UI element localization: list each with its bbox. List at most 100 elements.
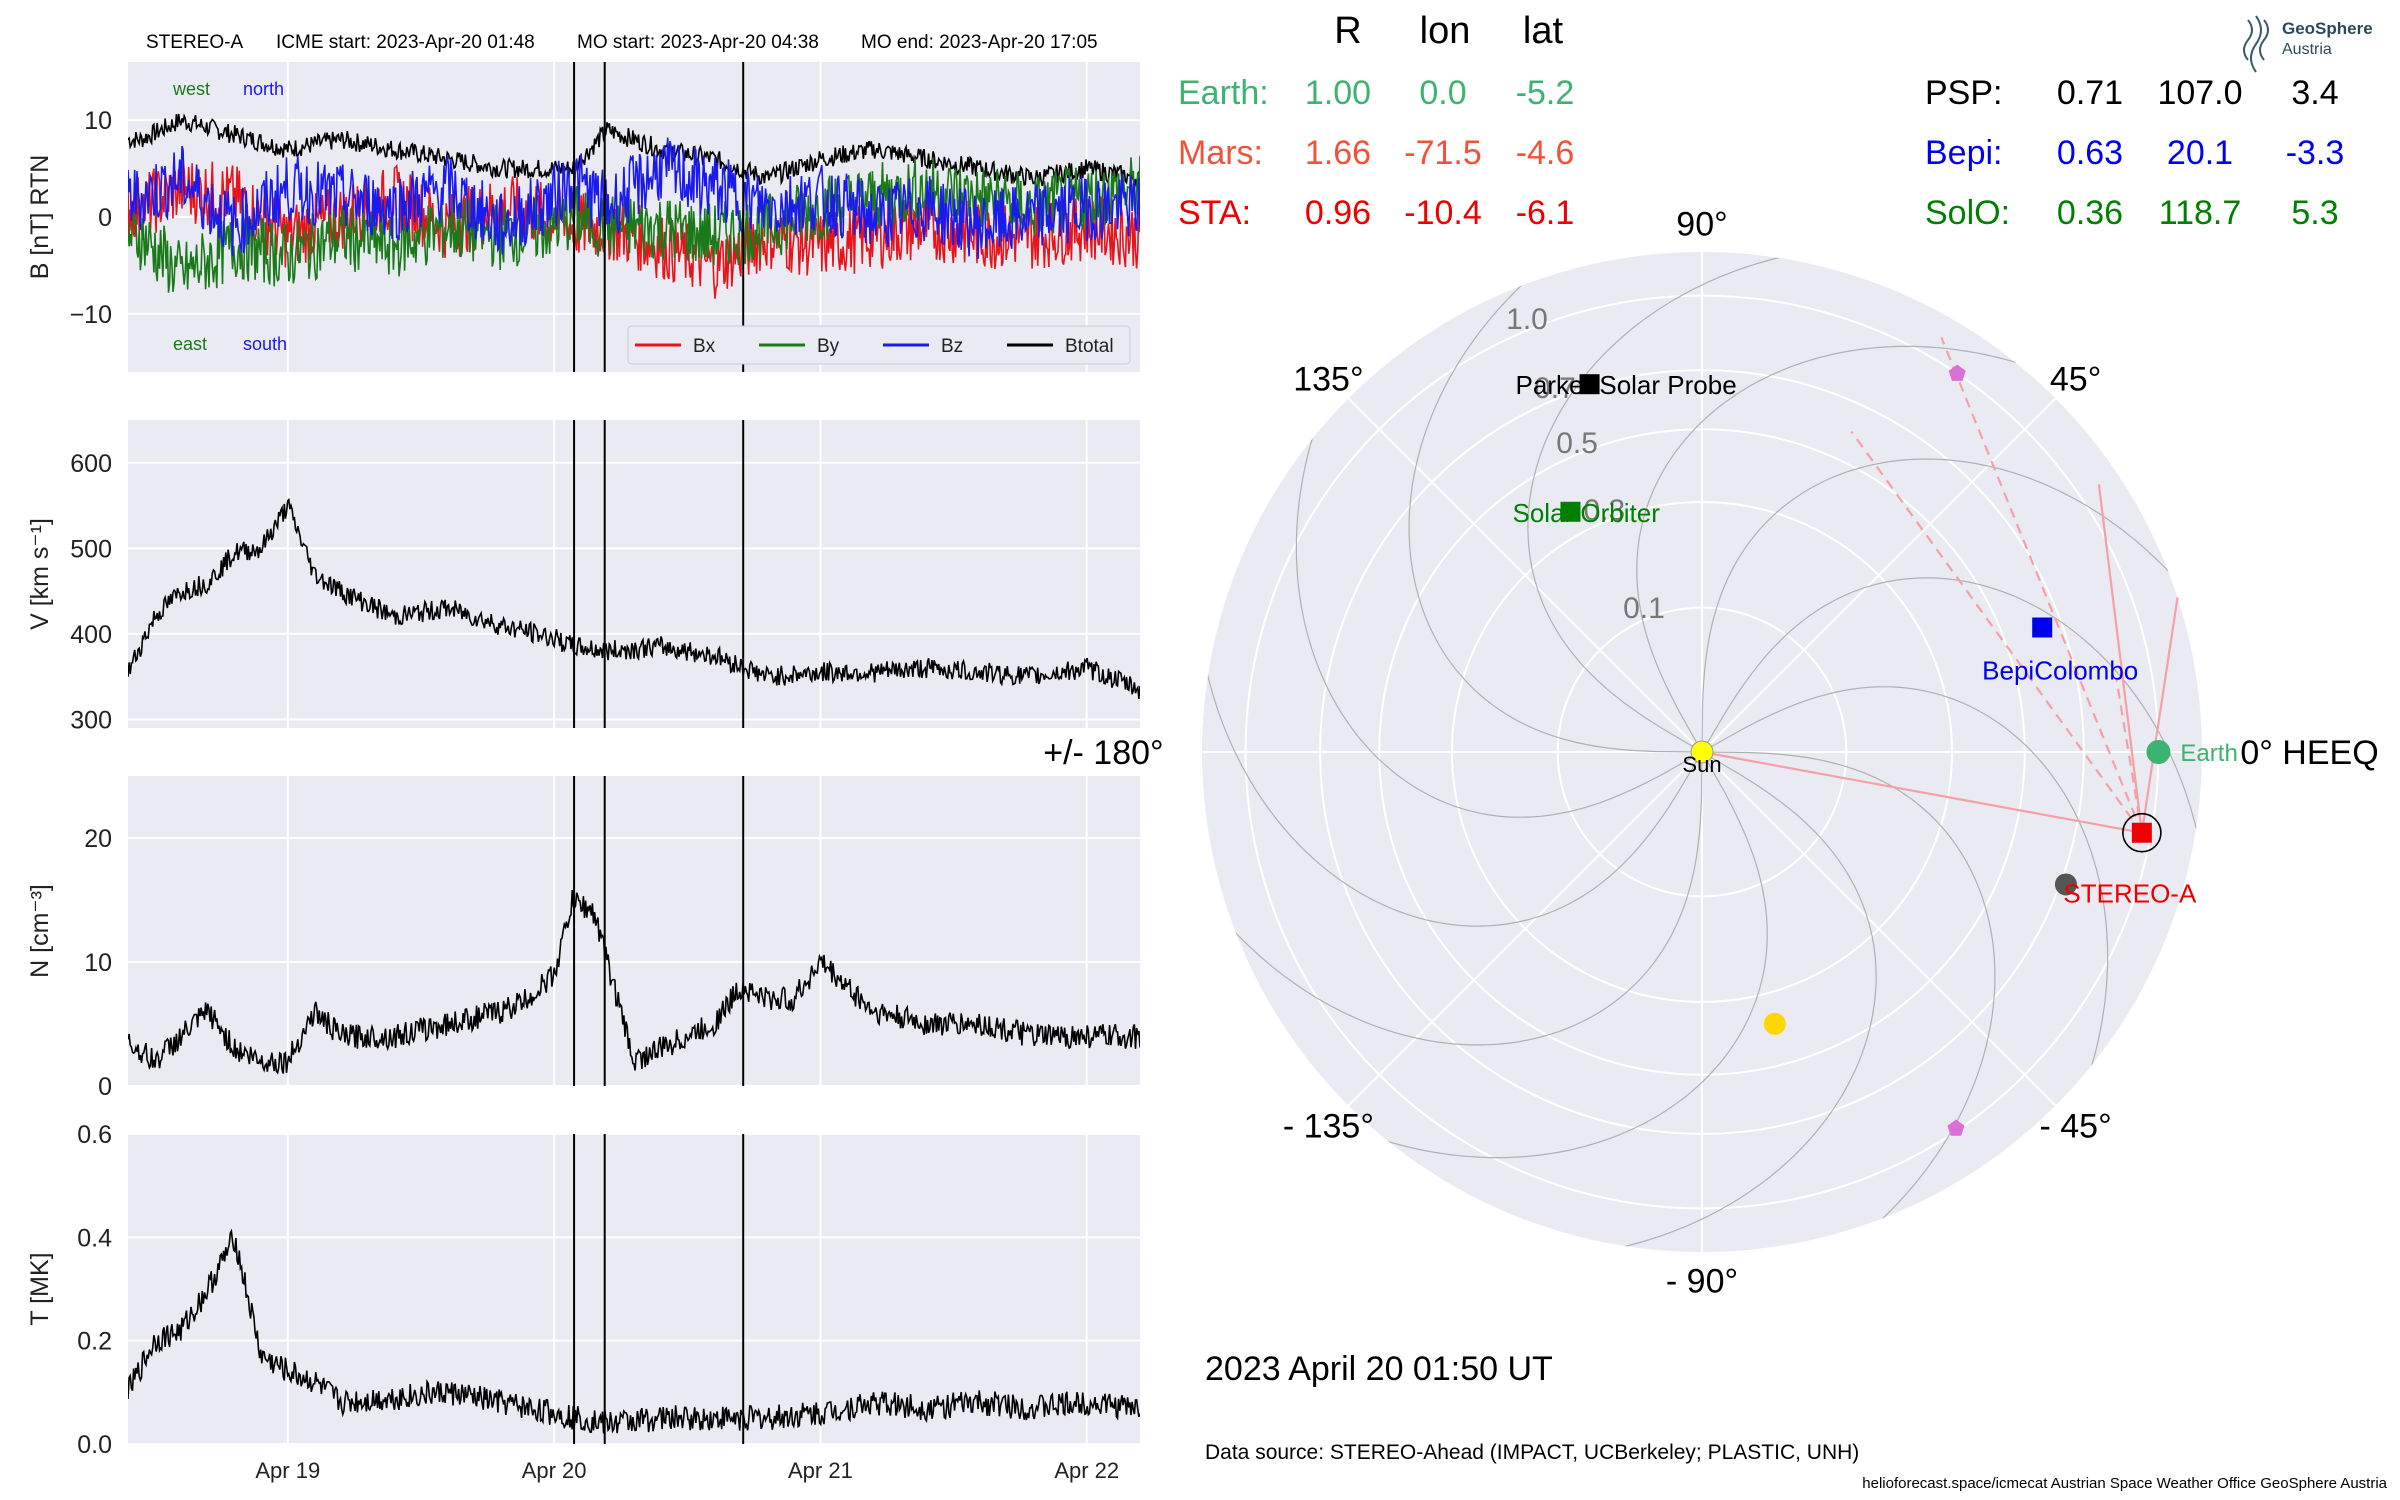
x-tick-label: Apr 20: [522, 1458, 587, 1483]
earth-marker: [2146, 740, 2171, 764]
y-tick-label: 10: [84, 107, 112, 135]
table-lat: -5.2: [1516, 74, 1575, 112]
y-tick-label: 0: [98, 204, 112, 232]
table-header: lat: [1523, 10, 1564, 52]
stereo-a-marker: [2131, 822, 2152, 843]
panel-background: [128, 1134, 1140, 1444]
parker-spiral-line: [1202, 649, 1703, 927]
parker-spiral-line: [1527, 252, 1805, 753]
table-r: 0.96: [1305, 194, 1371, 232]
angle-tick-label: - 90°: [1666, 1262, 1738, 1300]
radial-tick-label: 1.0: [1506, 303, 1548, 336]
table-lon: 0.0: [1419, 74, 1466, 112]
logo-swirl-icon: [2243, 15, 2269, 73]
sun-marker: [1690, 740, 1714, 764]
y-axis-label: N [cm⁻³]: [26, 884, 54, 978]
temperature-panel: 0.6 0.4 0.2 0.0 T [MK] Apr 19 Apr 20 Apr 21 Apr …: [26, 1121, 1140, 1483]
parker-spiral-line: [1295, 412, 1703, 818]
parker-spiral-line: [1408, 267, 1703, 753]
table-name: PSP:: [1925, 74, 2002, 112]
header-mo-start: MO start: 2023-Apr-20 04:38: [577, 32, 819, 53]
table-lon: -10.4: [1404, 194, 1482, 232]
y-tick-label: 0.0: [77, 1431, 112, 1459]
sun-label: Sun: [1682, 752, 1721, 777]
sta-fov-line: [1940, 337, 2143, 834]
series-v-line: [128, 498, 1140, 699]
annotation-east: east: [173, 334, 207, 354]
logo-line1: GeoSphere: [2282, 19, 2373, 38]
legend-label: Btotal: [1065, 336, 1114, 357]
table-name: Mars:: [1178, 134, 1263, 172]
angular-gridline: [1347, 751, 1703, 1107]
table-header: lon: [1420, 10, 1471, 52]
table-lat: 3.4: [2291, 74, 2338, 112]
table-lat: -4.6: [1516, 134, 1575, 172]
parker-spiral-line: [1362, 751, 1768, 1159]
density-panel: 20 10 0 N [cm⁻³]: [26, 776, 1140, 1101]
sta-sun-line: [1701, 750, 2143, 834]
series-bz-line: [128, 137, 1140, 259]
table-name: Earth:: [1178, 74, 1269, 112]
y-tick-label: 0: [98, 1073, 112, 1101]
y-axis-label: V [km s⁻¹]: [26, 518, 54, 630]
stereo-a-ring: [2122, 812, 2162, 853]
x-tick-label: Apr 21: [788, 1458, 853, 1483]
sta-fov-line: [2140, 597, 2179, 833]
table-name: SolO:: [1925, 194, 2010, 232]
logo-line2: Austria: [2282, 41, 2332, 58]
y-tick-label: 20: [84, 825, 112, 853]
series-n-line: [128, 889, 1140, 1075]
y-tick-label: 500: [70, 535, 112, 563]
venus-marker: [2054, 873, 2077, 896]
radial-tick-label: 0.1: [1623, 592, 1665, 625]
table-lon: 107.0: [2157, 74, 2242, 112]
table-r: 0.36: [2057, 194, 2123, 232]
bepicolombo-label: BepiColombo: [1982, 655, 2138, 685]
data-source: Data source: STEREO-Ahead (IMPACT, UCBer…: [1205, 1441, 1859, 1464]
table-name: Bepi:: [1925, 134, 2003, 172]
mercury-marker: [1763, 1012, 1786, 1035]
annotation-west: west: [172, 79, 210, 99]
table-lat: 5.3: [2291, 194, 2338, 232]
pentagon-marker: [1948, 364, 1966, 381]
angle-tick-label: 0° HEEQ: [2240, 734, 2378, 772]
b-field-panel: 10 0 −10 B [nT] RTN west north east south Bx By Bz…: [26, 62, 1140, 372]
table-r: 1.00: [1305, 74, 1371, 112]
angle-tick-label: - 135°: [1283, 1108, 1374, 1146]
pentagon-marker: [1947, 1119, 1965, 1136]
timestamp: 2023 April 20 01:50 UT: [1205, 1350, 1553, 1388]
parker-spiral-line: [1701, 686, 2109, 1092]
time-series-panels: STEREO-A ICME start: 2023-Apr-20 01:48 M…: [26, 32, 1140, 1483]
bepicolombo-marker: [2032, 617, 2053, 638]
series-by-line: [128, 155, 1140, 293]
radial-tick-label: 0.5: [1556, 427, 1598, 460]
solar-orbiter-marker: [1560, 501, 1581, 522]
solar-orbiter-label: Solar Orbiter: [1512, 498, 1660, 528]
annotation-north: north: [243, 79, 284, 99]
parker-solar-probe-label: Parker Solar Probe: [1516, 370, 1737, 400]
radial-tick-label: 0.7: [1534, 372, 1576, 405]
panel-background: [128, 420, 1140, 728]
x-tick-label: Apr 22: [1054, 1458, 1119, 1483]
parker-spirals: [1202, 252, 2202, 1252]
table-lon: 118.7: [2159, 194, 2242, 232]
angular-gridline: [1347, 397, 1703, 753]
angle-tick-label: 135°: [1293, 360, 1363, 398]
parker-spiral-line: [1701, 458, 2187, 753]
y-tick-label: 600: [70, 450, 112, 478]
legend-label: Bx: [693, 336, 716, 357]
y-tick-label: 0.6: [77, 1121, 112, 1149]
legend-box: [627, 325, 1131, 365]
series-btotal-line: [128, 113, 1140, 188]
angle-tick-label: 90°: [1676, 206, 1727, 244]
parker-spiral-line: [1636, 345, 2042, 753]
legend: Bx By Bz Btotal: [627, 325, 1131, 365]
earth-label: Earth: [2180, 740, 2237, 767]
y-tick-label: 400: [70, 621, 112, 649]
legend-label: By: [817, 336, 840, 357]
y-tick-label: 0.2: [77, 1328, 112, 1356]
parker-solar-probe-marker: [1579, 374, 1600, 395]
table-lon: 20.1: [2167, 134, 2233, 172]
